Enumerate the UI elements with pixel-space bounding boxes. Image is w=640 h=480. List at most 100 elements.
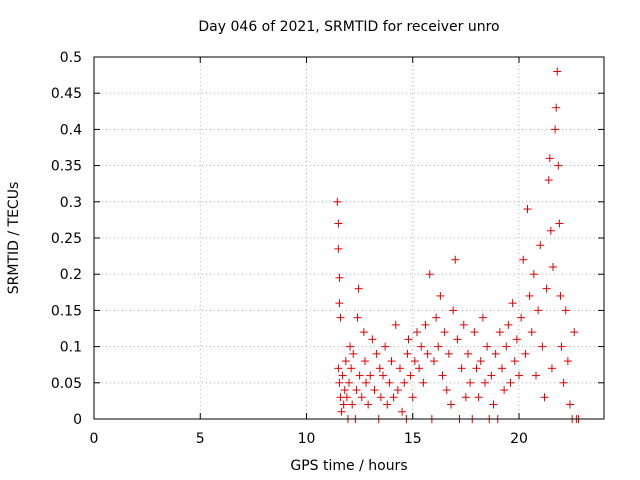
data-point [542, 284, 551, 293]
data-point [470, 328, 479, 337]
data-point [366, 371, 375, 380]
data-point [461, 393, 470, 402]
data-point [436, 291, 445, 300]
data-point [396, 364, 404, 373]
data-point [491, 349, 500, 358]
chart-title: Day 046 of 2021, SRMTID for receiver unr… [198, 19, 499, 35]
data-point [440, 328, 449, 337]
data-point [555, 219, 564, 228]
y-tick-label: 0.05 [51, 376, 82, 392]
data-point [487, 371, 496, 380]
data-point [359, 328, 368, 337]
data-point [500, 386, 509, 395]
y-tick-label: 0.45 [51, 86, 82, 102]
data-point [413, 328, 421, 337]
data-point [406, 371, 415, 380]
data-point [421, 320, 430, 329]
data-point [459, 320, 468, 329]
data-point [472, 364, 481, 373]
data-point [347, 364, 356, 373]
data-point [434, 342, 443, 351]
y-tick-label: 0 [73, 412, 82, 428]
data-point [387, 357, 396, 366]
data-point [449, 306, 458, 315]
data-point [444, 349, 453, 358]
data-point [379, 371, 387, 380]
y-tick-label: 0.15 [51, 303, 82, 319]
data-point [502, 342, 511, 351]
y-tick-label: 0.1 [60, 340, 82, 356]
data-point [372, 349, 381, 358]
y-tick-label: 0.25 [51, 231, 82, 247]
data-point [425, 270, 434, 279]
data-point [338, 371, 347, 380]
data-point [415, 364, 424, 373]
data-point [546, 226, 555, 235]
data-point [545, 154, 554, 163]
data-point [547, 364, 556, 373]
data-point [389, 393, 398, 402]
data-point [515, 371, 523, 380]
x-tick-label: 0 [90, 431, 99, 447]
data-point [337, 407, 346, 416]
data-point [506, 378, 515, 387]
data-point [410, 357, 419, 366]
data-point [521, 349, 530, 358]
data-point [408, 393, 417, 402]
data-point [552, 103, 561, 112]
data-point [349, 349, 358, 358]
x-tick-label: 15 [404, 431, 422, 447]
data-point [400, 378, 409, 387]
data-point [512, 335, 521, 344]
data-point [345, 378, 353, 387]
data-point [355, 371, 364, 380]
data-point [510, 357, 519, 366]
data-point [519, 255, 528, 264]
data-point [566, 400, 574, 409]
data-point [557, 342, 566, 351]
data-point [453, 335, 462, 344]
y-tick-label: 0.2 [60, 267, 82, 283]
data-point [504, 320, 513, 329]
data-point [556, 291, 565, 300]
data-point [335, 299, 344, 308]
data-point [423, 349, 432, 358]
data-point [532, 371, 540, 380]
data-point [559, 378, 568, 387]
data-point [391, 320, 400, 329]
data-point [334, 219, 343, 228]
data-point [527, 328, 536, 337]
plot-frame [93, 56, 605, 420]
data-point [561, 306, 570, 315]
data-point [476, 357, 485, 366]
data-point [451, 255, 460, 264]
data-point [544, 176, 553, 185]
data-point [570, 328, 579, 337]
data-point [447, 400, 455, 409]
data-point [438, 371, 447, 380]
data-point [334, 244, 343, 253]
y-tick-label: 0.5 [60, 50, 82, 66]
data-point [553, 67, 562, 76]
data-point [341, 357, 350, 366]
data-point [517, 313, 526, 322]
data-point [398, 407, 407, 416]
data-point [523, 205, 532, 214]
data-point [339, 400, 348, 409]
data-point [353, 313, 362, 322]
data-point [368, 335, 377, 344]
data-point [551, 125, 560, 134]
data-point [342, 393, 351, 402]
data-point [525, 291, 534, 300]
data-point [404, 335, 413, 344]
y-axis-label: SRMTID / TECUs [6, 182, 22, 295]
data-point [478, 313, 487, 322]
y-tick-label: 0.4 [60, 122, 82, 138]
data-point [489, 400, 498, 409]
data-point [549, 262, 557, 271]
data-point [430, 357, 438, 366]
data-point [481, 378, 489, 387]
data-point [336, 313, 345, 322]
data-point [340, 386, 349, 395]
